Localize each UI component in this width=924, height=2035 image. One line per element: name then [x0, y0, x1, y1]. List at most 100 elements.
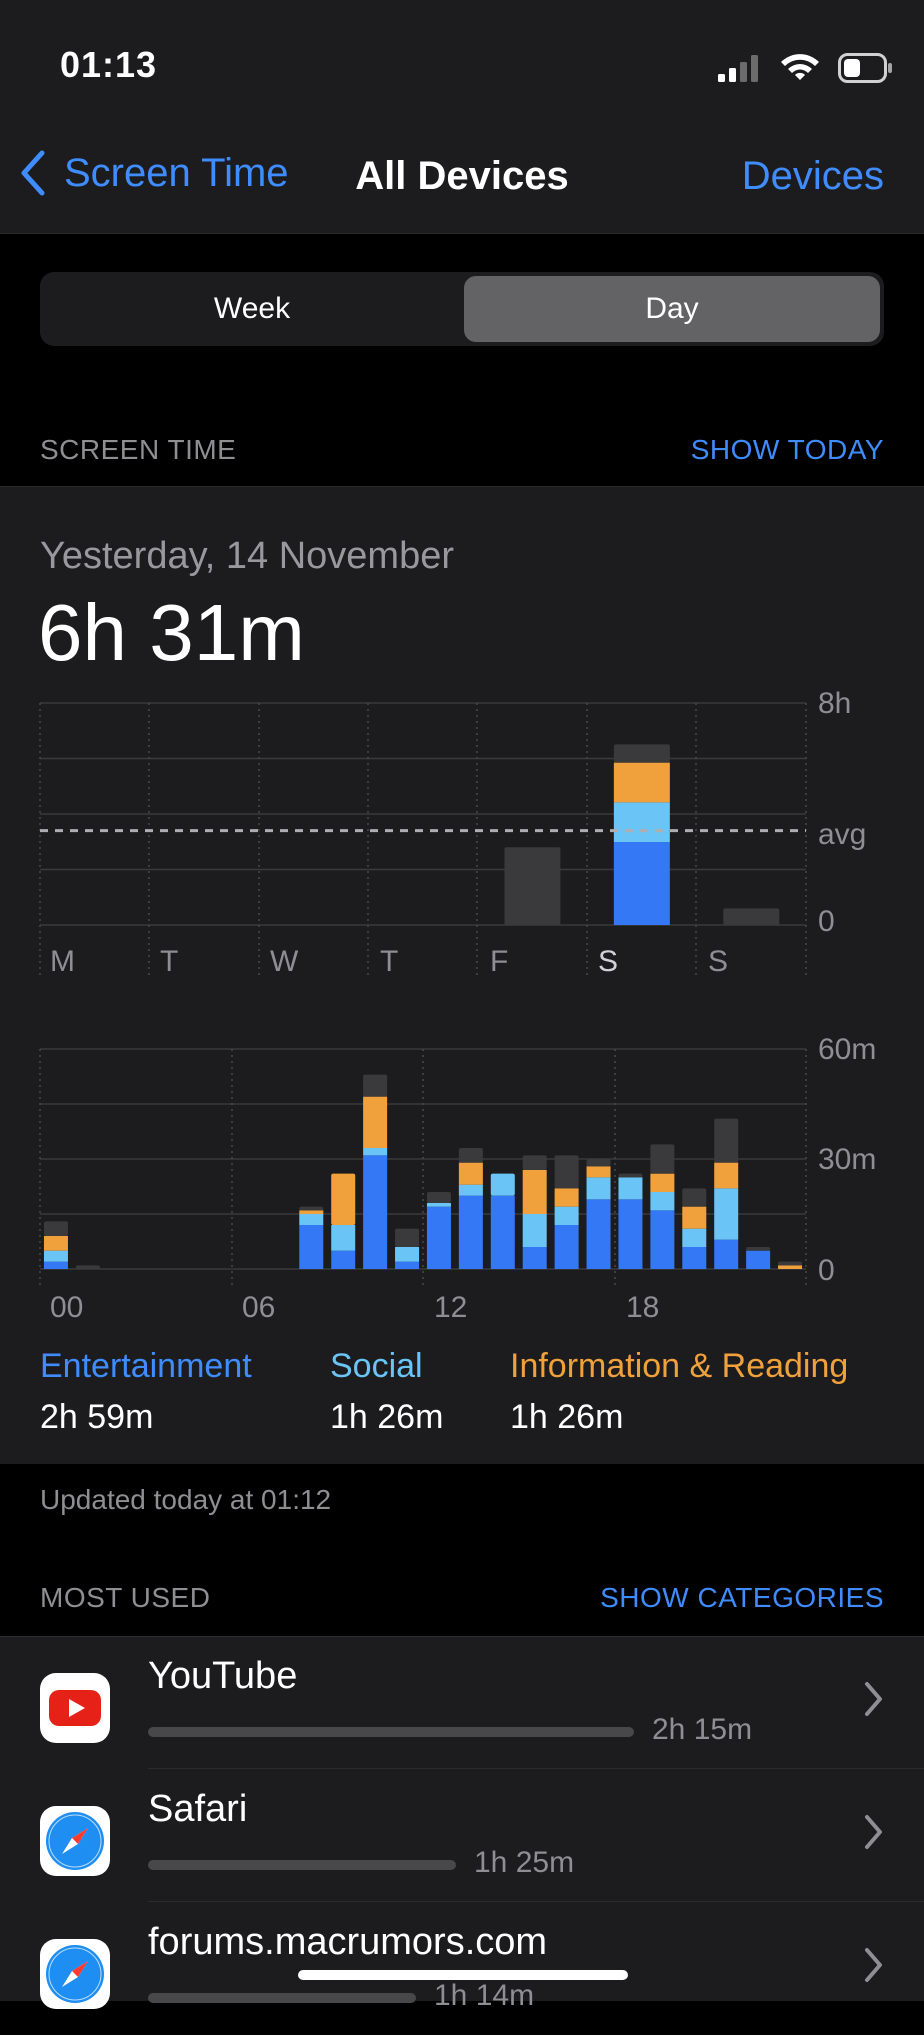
- week-day-segmented-control: Week Day: [40, 272, 884, 346]
- week-x-tick-wed: W: [270, 945, 299, 978]
- bar-segment-other: [746, 1247, 771, 1251]
- chevron-right-icon: [865, 1815, 882, 1849]
- bar-segment-social: [426, 1203, 451, 1207]
- weekly-usage-chart[interactable]: [0, 487, 924, 1267]
- bar-segment-entertainment: [613, 842, 670, 925]
- bar-segment-entertainment: [522, 1247, 547, 1269]
- segment-day[interactable]: Day: [464, 276, 880, 342]
- back-label: Screen Time: [64, 150, 289, 195]
- app-name: forums.macrumors.com: [148, 1921, 548, 1963]
- hour-x-tick-12: 12: [434, 1291, 468, 1324]
- hour-y-tick-mid: 30m: [818, 1143, 877, 1176]
- list-item[interactable]: forums.macrumors.com 1h 14m: [0, 1903, 924, 2035]
- bar-segment-entertainment: [618, 1199, 643, 1269]
- battery-icon: [838, 53, 892, 83]
- hour-x-tick-00: 00: [50, 1291, 84, 1324]
- bar-segment-social: [650, 1192, 675, 1211]
- bar-segment-entertainment: [586, 1199, 611, 1269]
- hour-y-tick-max: 60m: [818, 1033, 877, 1066]
- list-item[interactable]: YouTube 2h 15m: [0, 1637, 924, 1769]
- bar-segment-entertainment: [682, 1247, 707, 1269]
- bar-segment-information-reading: [650, 1173, 675, 1192]
- back-button[interactable]: Screen Time: [20, 150, 289, 196]
- chevron-right-icon: [865, 1948, 882, 1982]
- bar-segment-social: [618, 1177, 643, 1200]
- legend-information-reading: Information & Reading 1h 26m: [510, 1347, 848, 1437]
- bar-segment-entertainment: [331, 1250, 356, 1269]
- usage-bar: [148, 1860, 456, 1870]
- bar-segment-social: [331, 1225, 356, 1251]
- bar-segment-information-reading: [43, 1236, 68, 1251]
- bar-segment-social: [522, 1214, 547, 1247]
- usage-bar: [148, 1727, 634, 1737]
- app-name: YouTube: [148, 1655, 298, 1697]
- bar-segment-other: [586, 1159, 611, 1167]
- bar-segment-entertainment: [746, 1250, 771, 1269]
- legend-label: Information & Reading: [510, 1347, 849, 1385]
- legend-entertainment: Entertainment 2h 59m: [40, 1347, 252, 1437]
- safari-icon: [40, 1806, 110, 1876]
- bar-segment-other: [504, 847, 561, 925]
- bar-segment-social: [586, 1177, 611, 1200]
- gridlines: [39, 1048, 807, 1287]
- bar-segment-other: [613, 744, 670, 763]
- hour-y-tick-zero: 0: [818, 1254, 835, 1287]
- bar-segment-other: [522, 1155, 547, 1170]
- row-divider: [148, 1901, 924, 1902]
- bar-segment-information-reading: [613, 762, 670, 803]
- hour-x-tick-06: 06: [242, 1291, 276, 1324]
- bar-segment-entertainment: [363, 1155, 388, 1269]
- bar-segment-social: [458, 1184, 483, 1196]
- total-time: 6h 31m: [38, 588, 305, 677]
- hourly-usage-chart[interactable]: [0, 487, 924, 1287]
- devices-button[interactable]: Devices: [741, 154, 884, 198]
- home-indicator[interactable]: [298, 1970, 628, 1980]
- legend-value: 1h 26m: [510, 1398, 624, 1436]
- bar-segment-information-reading: [522, 1170, 547, 1214]
- bar-segment-other: [714, 1118, 739, 1163]
- bar-segment-other: [363, 1074, 388, 1097]
- date-label: Yesterday, 14 November: [40, 535, 455, 577]
- youtube-icon: [40, 1673, 110, 1743]
- section-title: SCREEN TIME: [40, 434, 237, 465]
- updated-timestamp: Updated today at 01:12: [40, 1484, 332, 1515]
- week-y-tick-avg: avg: [818, 818, 867, 851]
- show-today-button[interactable]: SHOW TODAY: [690, 434, 884, 465]
- bar-segment-information-reading: [714, 1162, 739, 1189]
- bar-segment-other: [75, 1265, 100, 1269]
- bar-segment-other: [650, 1144, 675, 1174]
- bar-segment-other: [299, 1206, 324, 1211]
- app-duration: 2h 15m: [652, 1713, 753, 1746]
- bar-segment-other: [778, 1261, 803, 1266]
- legend-label: Entertainment: [40, 1347, 252, 1385]
- legend-social: Social 1h 26m: [330, 1347, 443, 1437]
- most-used-list: YouTube 2h 15m Safari 1h 25m forums.macr…: [0, 1636, 924, 2012]
- gridlines: [39, 702, 807, 975]
- section-title: MOST USED: [40, 1582, 211, 1613]
- week-x-tick-fri: F: [490, 945, 509, 978]
- bar-segment-information-reading: [363, 1096, 388, 1148]
- navigation-bar: Screen Time All Devices Devices: [0, 120, 924, 234]
- hour-x-tick-18: 18: [626, 1291, 660, 1324]
- bar-segment-social: [714, 1188, 739, 1240]
- app-duration: 1h 14m: [434, 1979, 535, 2012]
- bar-segment-information-reading: [299, 1210, 324, 1214]
- bar-segment-social: [299, 1214, 324, 1225]
- bar-segment-other: [458, 1148, 483, 1163]
- wifi-icon: [781, 54, 819, 80]
- bar-segment-social: [554, 1206, 579, 1225]
- week-y-tick-max: 8h: [818, 687, 852, 720]
- list-item[interactable]: Safari 1h 25m: [0, 1770, 924, 1902]
- bar-segment-social: [490, 1173, 515, 1196]
- segment-week[interactable]: Week: [213, 292, 291, 325]
- bar-segment-other: [723, 908, 780, 925]
- bar-segment-social: [613, 802, 670, 843]
- show-categories-button[interactable]: SHOW CATEGORIES: [600, 1582, 884, 1613]
- bar-segment-information-reading: [682, 1206, 707, 1229]
- bar-segment-information-reading: [458, 1162, 483, 1185]
- bar-segment-information-reading: [586, 1166, 611, 1178]
- week-y-tick-zero: 0: [818, 905, 835, 938]
- bar-segment-social: [363, 1148, 388, 1156]
- bar-segment-other: [682, 1188, 707, 1207]
- usage-bar: [148, 1993, 416, 2003]
